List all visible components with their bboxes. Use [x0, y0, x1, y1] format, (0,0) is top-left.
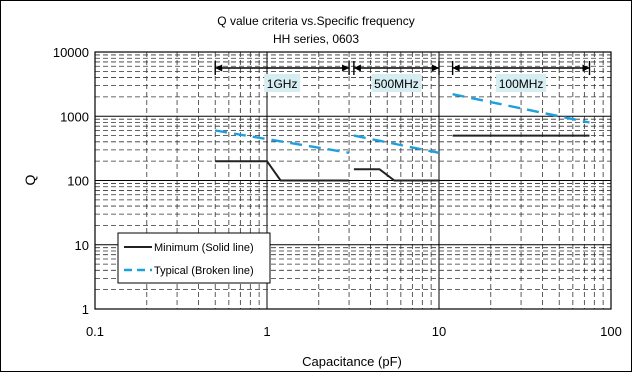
y-axis-label: Q: [22, 174, 38, 185]
range-label: 100MHz: [499, 77, 544, 91]
typical-series-line: [215, 129, 350, 154]
legend-label: Typical (Broken line): [154, 265, 254, 277]
y-tick-label: 1000: [60, 109, 89, 124]
range-arrow-head: [582, 64, 590, 72]
y-tick-label: 10: [75, 238, 89, 253]
y-tick-label: 10000: [53, 45, 89, 60]
y-tick-label: 1: [82, 302, 89, 317]
chart-title: Q value criteria vs.Specific frequency: [217, 14, 414, 28]
range-arrow-head: [353, 64, 361, 72]
range-arrow-head: [452, 64, 460, 72]
x-tick-label: 100: [600, 324, 622, 339]
legend-box: [117, 232, 271, 284]
x-tick-label: 0.1: [86, 324, 104, 339]
x-axis-label: Capacitance (pF): [302, 354, 402, 369]
tick-labels: 0.1 1 10 100 1 10 100 1000 10000: [53, 45, 622, 339]
grid: [95, 52, 611, 309]
minimum-series-line: [215, 160, 350, 182]
range-label-bg: [264, 74, 301, 92]
range-label-bg: [371, 74, 422, 92]
typical-series-line: [452, 93, 590, 124]
chart-subtitle: HH series, 0603: [273, 32, 359, 46]
legend: Minimum (Solid line) Typical (Broken line…: [117, 232, 271, 284]
legend-label: Minimum (Solid line): [154, 242, 254, 254]
range-arrow-head: [432, 64, 439, 72]
series-lines: [215, 93, 590, 182]
x-tick-label: 1: [263, 324, 270, 339]
y-tick-label: 100: [67, 174, 89, 189]
range-arrow-head: [215, 64, 223, 72]
range-label: 500MHz: [374, 77, 419, 91]
range-label-bg: [496, 74, 547, 92]
minimum-series-line: [353, 168, 439, 182]
range-arrow-head: [342, 64, 350, 72]
frequency-ranges: 1GHz 500MHz 100MHz: [214, 61, 591, 92]
typical-series-line: [353, 134, 440, 154]
range-label: 1GHz: [267, 77, 298, 91]
plot-area: [94, 51, 612, 310]
x-tick-label: 10: [432, 324, 446, 339]
